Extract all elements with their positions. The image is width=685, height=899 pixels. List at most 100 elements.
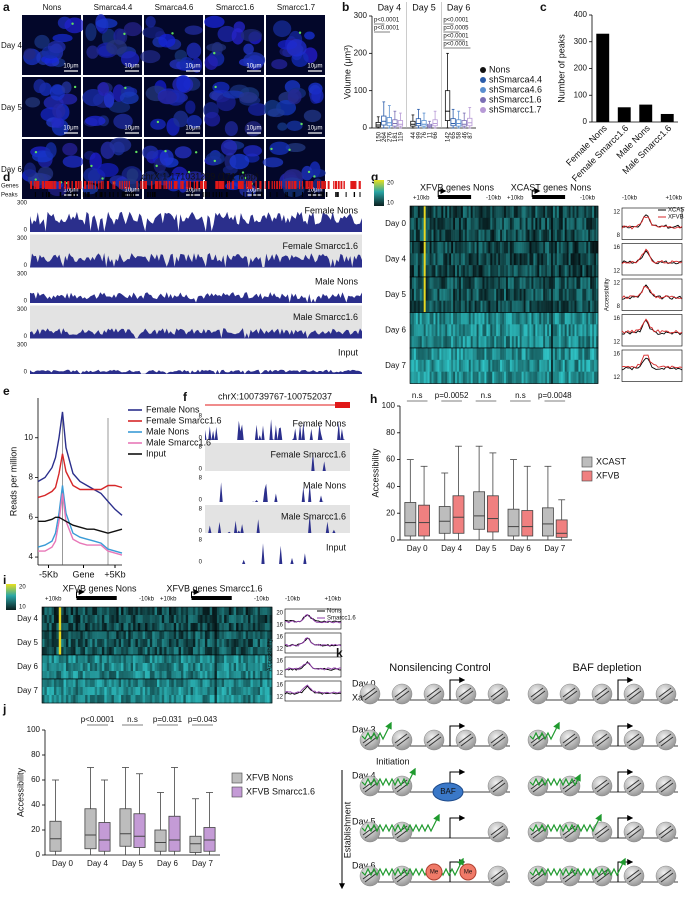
heatmap-cell bbox=[535, 359, 538, 372]
heatmap-cell bbox=[445, 253, 448, 266]
heatmap-cell bbox=[121, 607, 124, 616]
heatmap-cell bbox=[226, 695, 230, 704]
nucleosome-dna bbox=[490, 687, 506, 701]
heatmap-cell bbox=[515, 217, 519, 230]
heatmap-cell bbox=[533, 300, 536, 313]
heatmap-cell bbox=[171, 647, 175, 656]
heatmap-cell bbox=[490, 241, 493, 254]
heatmap-cell bbox=[439, 217, 442, 230]
nucleus bbox=[277, 122, 288, 131]
heatmap-cell bbox=[140, 655, 143, 664]
heatmap-cell bbox=[584, 312, 587, 325]
profile-tick: 12 bbox=[276, 695, 283, 701]
heatmap-cell bbox=[82, 639, 86, 648]
nucleus bbox=[64, 17, 85, 34]
peak bbox=[226, 192, 228, 197]
heatmap-cell bbox=[502, 277, 505, 290]
heatmap-cell bbox=[161, 655, 165, 664]
heatmap-cell bbox=[439, 277, 442, 290]
heatmap-cell bbox=[116, 687, 119, 696]
heatmap-cell bbox=[513, 288, 517, 301]
heatmap-cell bbox=[457, 288, 460, 301]
heatmap-cell bbox=[70, 631, 74, 640]
heatmap-cell bbox=[176, 679, 179, 688]
heatmap-cell bbox=[99, 671, 103, 680]
heatmap-cell bbox=[417, 359, 421, 372]
heatmap-cell bbox=[500, 253, 503, 266]
heatmap-cell bbox=[68, 623, 72, 632]
heatmap-cell bbox=[226, 655, 230, 664]
bar bbox=[617, 107, 631, 122]
heatmap-cell bbox=[570, 253, 573, 266]
heatmap-cell bbox=[457, 359, 460, 372]
heatmap-cell bbox=[572, 229, 575, 242]
heatmap-cell bbox=[94, 679, 98, 688]
heatmap-cell bbox=[556, 241, 560, 254]
heatmap-cell bbox=[490, 348, 493, 361]
heatmap-cell bbox=[200, 663, 203, 672]
heatmap-cell bbox=[449, 217, 452, 230]
nucleosome-dna bbox=[394, 687, 410, 701]
heatmap-cell bbox=[413, 312, 417, 325]
heatmap-cell bbox=[574, 288, 577, 301]
foci bbox=[241, 171, 245, 174]
heatmap-cell bbox=[433, 277, 436, 290]
heatmap-cell bbox=[539, 241, 542, 254]
heatmap-cell bbox=[255, 623, 258, 632]
peak bbox=[72, 192, 74, 197]
heatmap-cell bbox=[185, 631, 189, 640]
heatmap-cell bbox=[509, 217, 513, 230]
heatmap-cell bbox=[231, 623, 234, 632]
heatmap-cell bbox=[521, 229, 524, 242]
heatmap-cell bbox=[260, 647, 263, 656]
heatmap-cell bbox=[77, 655, 81, 664]
heatmap-cell bbox=[505, 300, 509, 313]
heatmap-cell bbox=[584, 359, 587, 372]
box bbox=[410, 120, 416, 127]
heatmap-cell bbox=[255, 687, 258, 696]
heatmap-cell bbox=[185, 615, 189, 624]
heatmap-cell bbox=[547, 241, 550, 254]
heatmap-cell bbox=[529, 206, 532, 219]
heatmap-cell bbox=[580, 253, 583, 266]
heatmap-cell bbox=[592, 277, 595, 290]
heatmap-cell bbox=[216, 647, 220, 656]
peak bbox=[193, 192, 195, 197]
heatmap-cell bbox=[99, 663, 103, 672]
gene bbox=[64, 181, 66, 189]
heatmap-cell bbox=[594, 348, 597, 361]
group-label: Day 6 bbox=[157, 859, 178, 868]
heatmap-cell bbox=[490, 265, 493, 278]
heatmap-cell bbox=[104, 623, 107, 632]
heatmap-cell bbox=[121, 639, 124, 648]
heatmap-cell bbox=[267, 687, 270, 696]
gene bbox=[227, 181, 229, 189]
heatmap-cell bbox=[449, 312, 452, 325]
heatmap-cell bbox=[61, 663, 64, 672]
heatmap-cell bbox=[470, 371, 473, 384]
heatmap-cell bbox=[490, 277, 493, 290]
heatmap-cell bbox=[478, 217, 481, 230]
heatmap-cell bbox=[584, 217, 587, 230]
heatmap-cell bbox=[451, 336, 454, 349]
scale-label: 10μm bbox=[63, 126, 78, 132]
heatmap-cell bbox=[173, 639, 177, 648]
heatmap-cell bbox=[472, 359, 475, 372]
foci bbox=[156, 120, 160, 124]
heatmap-cell bbox=[49, 687, 52, 696]
heatmap-cell bbox=[56, 607, 60, 616]
nucleus bbox=[224, 121, 238, 137]
heatmap-cell bbox=[435, 241, 438, 254]
heatmap-cell bbox=[554, 277, 558, 290]
heatmap-cell bbox=[437, 265, 440, 278]
heatmap-cell bbox=[566, 324, 569, 337]
heatmap-cell bbox=[525, 348, 528, 361]
heatmap-cell bbox=[417, 229, 421, 242]
heatmap-cell bbox=[250, 639, 254, 648]
heatmap-cell bbox=[257, 695, 261, 704]
heatmap-cell bbox=[582, 371, 585, 384]
heatmap-cell bbox=[466, 229, 470, 242]
heatmap-cell bbox=[594, 253, 597, 266]
heatmap-cell bbox=[537, 324, 540, 337]
heatmap-cell bbox=[443, 288, 446, 301]
